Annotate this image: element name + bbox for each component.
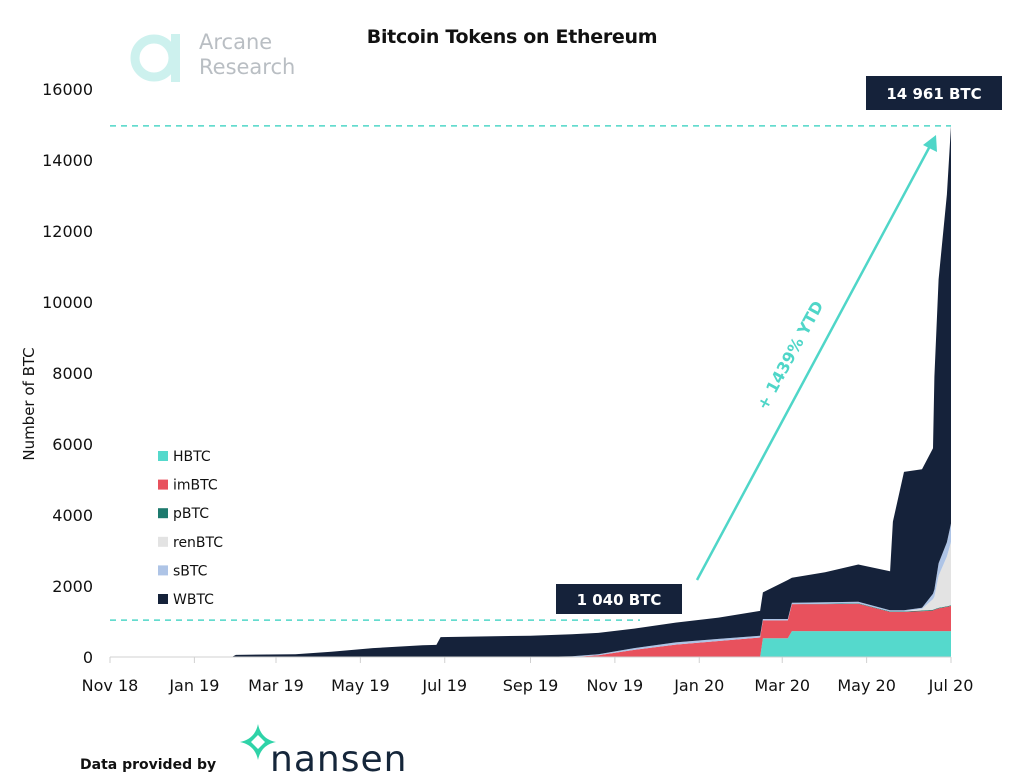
legend-label-pbtc: pBTC	[173, 506, 209, 522]
callout-box-14961	[866, 76, 1002, 110]
logo-line-2: Research	[199, 55, 296, 79]
legend-label-imbtc: imBTC	[173, 478, 218, 494]
y-axis-label: Number of BTC	[20, 347, 38, 460]
series-area-hbtc	[110, 631, 951, 657]
nansen-brand: nansen	[270, 739, 408, 780]
y-tick-label: 0	[83, 648, 93, 667]
legend: HBTC imBTC pBTC renBTC sBTC WBTC	[158, 449, 223, 608]
y-tick-label: 12000	[42, 222, 93, 241]
legend-label-renbtc: renBTC	[173, 535, 223, 551]
legend-swatch-imbtc	[158, 479, 168, 490]
arcane-logo-text: Arcane Research	[199, 30, 295, 80]
x-tick-label: Sep 19	[503, 676, 559, 695]
legend-swatch-pbtc	[158, 508, 168, 519]
y-tick-label: 8000	[52, 364, 93, 383]
x-tick-label: Jan 19	[168, 676, 219, 695]
legend-label-hbtc: HBTC	[173, 449, 211, 465]
legend-swatch-renbtc	[158, 536, 168, 547]
callout-label-1040: 1 040 BTC	[577, 591, 662, 609]
stacked-areas	[110, 125, 951, 657]
x-tick-label: Jul 19	[421, 676, 467, 695]
arrow-head-icon	[923, 135, 937, 152]
y-tick-label: 2000	[52, 577, 93, 596]
y-tick-label: 16000	[42, 80, 93, 99]
legend-swatch-sbtc	[158, 565, 168, 576]
growth-arrow-line	[695, 145, 932, 581]
axes: 0 2000 4000 6000 8000 10000 12000 14000 16000 Nov…	[42, 80, 973, 695]
legend-swatch-wbtc	[158, 594, 168, 604]
arcane-logo-icon	[130, 32, 185, 84]
x-tick-label: Jul 20	[928, 676, 974, 695]
data-provided-by: Data provided by	[80, 757, 217, 773]
legend-label-wbtc: WBTC	[173, 592, 214, 608]
x-tick-label: Nov 19	[587, 676, 644, 695]
y-tick-label: 6000	[52, 435, 93, 454]
y-tick-label: 4000	[52, 506, 93, 525]
logo-line-1: Arcane	[199, 30, 273, 54]
series-area-wbtc	[110, 125, 951, 657]
chart-title: Bitcoin Tokens on Ethereum	[366, 26, 658, 48]
callout-box-1040	[556, 584, 682, 614]
x-tick-label: Mar 19	[248, 676, 304, 695]
x-tick-label: Nov 18	[82, 676, 139, 695]
callout-label-14961: 14 961 BTC	[886, 85, 981, 103]
nansen-logo-icon	[238, 722, 278, 766]
x-tick-label: May 20	[837, 676, 896, 695]
y-tick-label: 10000	[42, 293, 93, 312]
legend-swatch-hbtc	[158, 451, 168, 461]
x-tick-label: May 19	[331, 676, 390, 695]
y-tick-label: 14000	[42, 151, 93, 170]
legend-label-sbtc: sBTC	[173, 563, 208, 579]
x-tick-label: Jan 20	[673, 676, 724, 695]
x-tick-label: Mar 20	[754, 676, 810, 695]
series-area-imbtc	[110, 603, 951, 657]
